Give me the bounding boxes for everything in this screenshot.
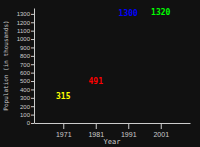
y-tick: 700 [20, 62, 34, 68]
y-tick-label: 1300 [17, 11, 31, 17]
y-tick: 1200 [17, 20, 34, 26]
x-tick-mark [161, 123, 162, 129]
y-axis: 0 100 200 300 400 500 600 700 800 900 1000 1100 1200… [17, 9, 35, 127]
y-tick-label: 700 [20, 62, 31, 68]
x-axis-line [35, 123, 191, 124]
y-tick: 0 [27, 120, 34, 126]
y-tick: 500 [20, 78, 34, 84]
y-tick: 900 [20, 45, 34, 51]
y-tick-label: 1100 [17, 28, 31, 34]
y-tick-mark [31, 73, 34, 74]
y-tick-label: 200 [20, 104, 31, 110]
y-tick-mark [31, 89, 34, 90]
y-tick: 1000 [17, 36, 34, 42]
y-tick-label: 100 [20, 112, 31, 118]
data-label: 1320 [151, 8, 170, 17]
y-tick: 200 [20, 104, 34, 110]
x-tick: 1971 [56, 123, 72, 138]
data-labels: 315 491 1300 1320 [56, 8, 171, 101]
y-tick-mark [31, 123, 34, 124]
x-tick-label: 1991 [121, 131, 137, 138]
y-tick-label: 500 [20, 78, 31, 84]
y-tick: 1100 [17, 28, 34, 34]
y-tick-label: 900 [20, 45, 31, 51]
y-tick: 300 [20, 95, 34, 101]
y-tick-mark [31, 115, 34, 116]
y-tick-mark [31, 106, 34, 107]
plot: 1971 1981 1991 2001 0 100 200 300 400 500 600 700 80… [17, 8, 191, 138]
x-tick-label: 1971 [56, 131, 72, 138]
x-axis-title: Year [104, 138, 121, 146]
y-tick-mark [31, 98, 34, 99]
data-label: 1300 [119, 9, 138, 18]
y-tick: 100 [20, 112, 34, 118]
y-tick-mark [31, 14, 34, 15]
x-tick-mark [63, 123, 64, 129]
y-tick-label: 800 [20, 53, 31, 59]
y-tick-label: 1200 [17, 20, 31, 26]
y-tick-mark [31, 64, 34, 65]
y-axis-title: Population (in thousands) [2, 20, 10, 110]
x-axis: 1971 1981 1991 2001 [35, 123, 191, 138]
data-label: 315 [56, 92, 71, 101]
y-tick-label: 600 [20, 70, 31, 76]
y-tick-mark [31, 39, 34, 40]
y-tick-label: 400 [20, 87, 31, 93]
x-tick-mark [96, 123, 97, 129]
y-tick: 400 [20, 87, 34, 93]
y-tick-label: 300 [20, 95, 31, 101]
x-tick-label: 1981 [88, 131, 104, 138]
x-tick: 1991 [121, 123, 137, 138]
y-tick-label: 0 [27, 120, 31, 126]
y-tick-mark [31, 81, 34, 82]
y-tick: 800 [20, 53, 34, 59]
x-tick-mark [128, 123, 129, 129]
y-tick-mark [31, 31, 34, 32]
chart: 1971 1981 1991 2001 0 100 200 300 400 500 600 700 80… [0, 0, 200, 147]
data-label: 491 [89, 77, 104, 86]
y-tick-label: 1000 [17, 36, 31, 42]
y-axis-line [34, 9, 35, 124]
y-tick-mark [31, 47, 34, 48]
y-tick-mark [31, 22, 34, 23]
y-tick: 1300 [17, 11, 34, 17]
x-tick: 2001 [153, 123, 169, 138]
x-tick: 1981 [88, 123, 104, 138]
y-tick-mark [31, 56, 34, 57]
y-tick: 600 [20, 70, 34, 76]
x-tick-label: 2001 [153, 131, 169, 138]
